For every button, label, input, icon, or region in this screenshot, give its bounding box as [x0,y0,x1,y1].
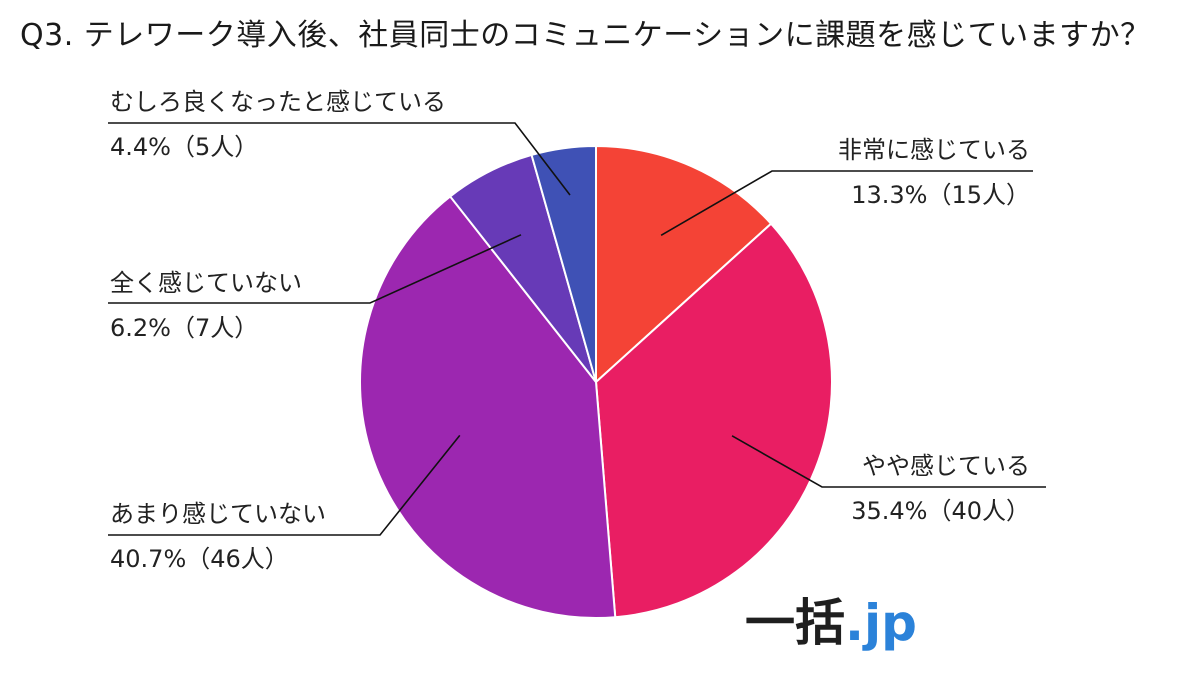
slice-value-4: 4.4%（5人） [110,133,258,161]
leader-line-2 [108,434,461,536]
slice-label-0: 非常に感じている [838,136,1030,164]
leader-line-4 [108,122,571,196]
slice-value-0: 13.3%（15人） [851,181,1030,209]
slice-value-2: 40.7%（46人） [110,545,289,573]
slice-label-3: 全く感じていない [110,269,302,297]
pie-slice-4 [530,144,597,383]
leader-line-0 [660,170,1033,237]
leader-line-1 [731,435,1046,488]
slice-value-1: 35.4%（40人） [851,497,1030,525]
slice-value-3: 6.2%（7人） [110,314,258,342]
slice-label-2: あまり感じていない [110,500,326,528]
leader-line-3 [108,234,522,304]
pie-slice-0 [595,144,773,385]
ikkatsu-jp-logo: 一括.jp [745,594,917,652]
pie-slice-2 [359,195,617,619]
slice-label-1: やや感じている [862,452,1030,480]
chart-title: Q3. テレワーク導入後、社員同士のコミュニケーションに課題を感じていますか？ [20,18,1151,53]
pie-slice-1 [594,222,833,619]
slice-label-4: むしろ良くなったと感じている [110,88,446,116]
